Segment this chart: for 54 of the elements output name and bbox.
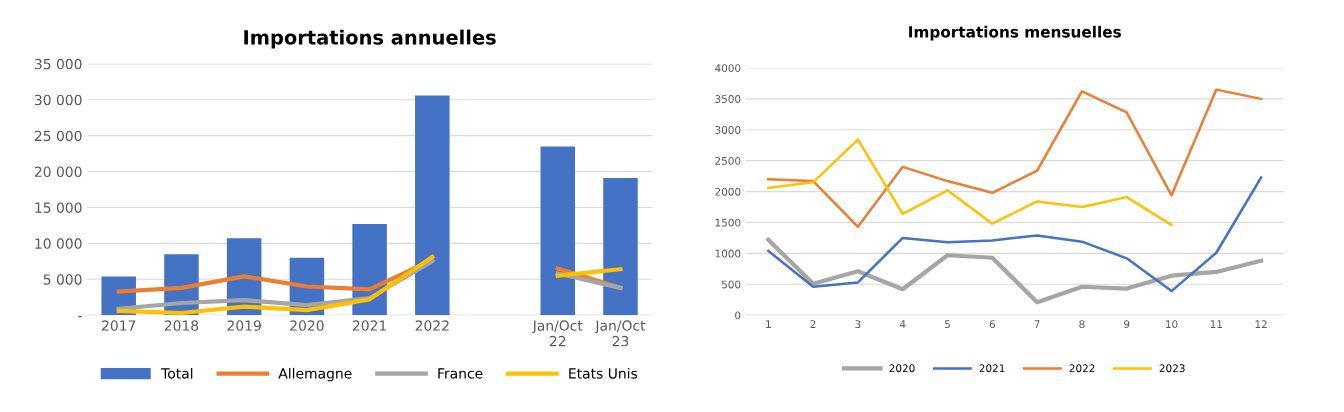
legend-label: Allemagne <box>278 367 352 382</box>
x-tick-label: 3 <box>855 320 861 329</box>
y-tick-label: 0 <box>735 311 741 320</box>
y-tick-label: 2000 <box>715 187 741 196</box>
y-tick-label: 30 000 <box>34 94 82 106</box>
y-tick-label: 500 <box>721 280 741 289</box>
bar <box>603 178 638 316</box>
y-tick-label: 1000 <box>715 249 741 258</box>
x-tick-label: Jan/Oct 23 <box>594 320 646 347</box>
x-tick-label: 2019 <box>227 320 261 331</box>
legend-label: France <box>438 368 483 379</box>
x-tick-label: 5 <box>945 320 950 329</box>
y-tick-label: 1500 <box>715 218 741 227</box>
x-tick-label: 7 <box>1034 320 1040 328</box>
legend-label: 2022 <box>1069 364 1095 373</box>
y-tick-label: - <box>78 316 82 318</box>
y-tick-label: 10 000 <box>35 238 82 249</box>
y-tick-label: 5 000 <box>43 274 82 285</box>
legend-label: Etats Unis <box>569 367 638 379</box>
y-tick-label: 4000 <box>715 64 741 73</box>
line-series <box>767 138 1173 227</box>
x-tick-label: 2020 <box>290 320 324 331</box>
line-series <box>766 237 1264 305</box>
x-tick-label: 2021 <box>352 320 386 331</box>
x-tick-label: 10 <box>1166 320 1178 329</box>
x-tick-label: 1 <box>766 320 771 328</box>
x-tick-label: 8 <box>1079 320 1085 329</box>
x-tick-label: 2022 <box>415 320 449 331</box>
x-tick-label: 12 <box>1255 320 1267 328</box>
x-tick-label: 6 <box>989 320 995 329</box>
y-tick-label: 3500 <box>715 95 741 103</box>
y-tick-label: 2500 <box>715 156 741 165</box>
y-tick-label: 3000 <box>715 126 741 134</box>
x-tick-label: 9 <box>1124 320 1130 329</box>
y-tick-label: 20 000 <box>34 166 82 178</box>
x-tick-label: 2018 <box>164 320 199 331</box>
x-tick-label: 11 <box>1210 320 1222 328</box>
legend-label: 2021 <box>979 364 1005 373</box>
bar <box>540 146 576 316</box>
y-tick-label: 25 000 <box>34 130 82 142</box>
chart-title: Importations annuelles <box>244 29 496 49</box>
bar <box>415 95 450 316</box>
x-tick-label: 2017 <box>102 320 136 331</box>
x-tick-label: 4 <box>899 320 906 328</box>
line-series <box>767 176 1263 293</box>
legend-label: Total <box>161 367 193 379</box>
line-series <box>767 88 1263 229</box>
y-tick-label: 35 000 <box>34 58 82 70</box>
y-tick-label: 15 000 <box>35 202 82 213</box>
chart-title: Importations mensuelles <box>909 25 1121 41</box>
x-tick-label: Jan/Oct 22 <box>531 320 583 347</box>
legend-label: 2023 <box>1159 364 1185 373</box>
legend-label: 2020 <box>889 364 915 373</box>
x-tick-label: 2 <box>810 320 816 328</box>
